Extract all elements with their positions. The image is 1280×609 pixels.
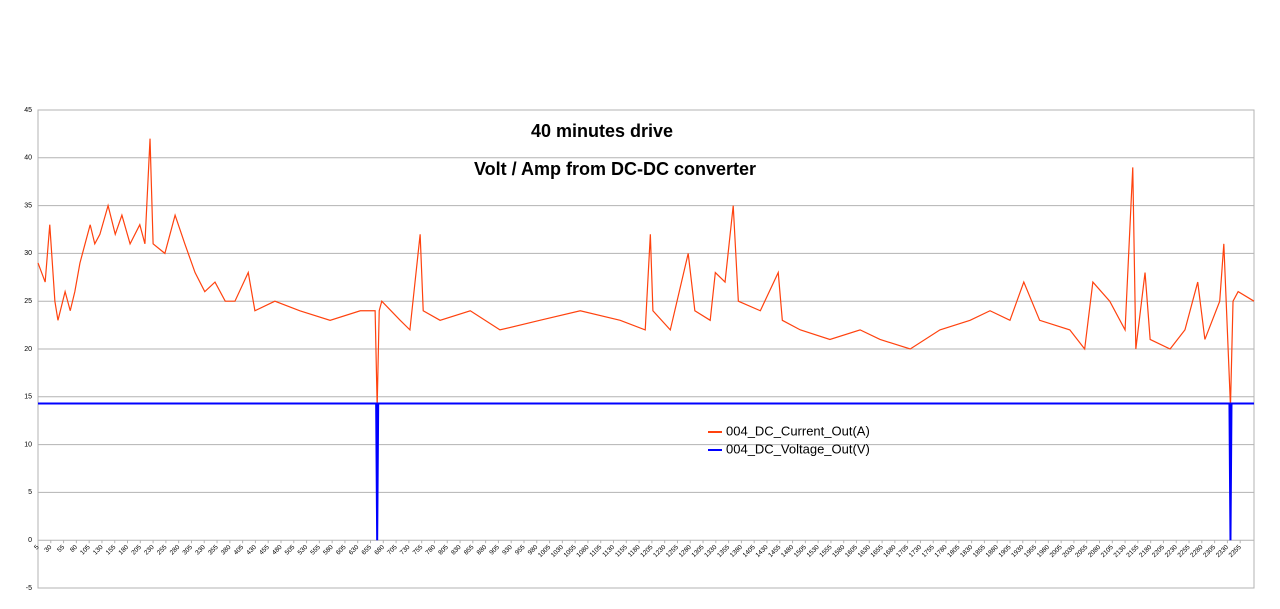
series-line (37, 138, 1255, 407)
x-tick-label: 5 (33, 544, 41, 552)
legend-label: 004_DC_Current_Out(A) (726, 423, 870, 438)
y-tick-label: 25 (24, 298, 32, 305)
y-tick-label: 45 (24, 107, 32, 114)
chart-title: 40 minutes drive (531, 121, 673, 141)
x-tick-label: 30 (43, 544, 53, 554)
x-tick-label: 55 (56, 544, 66, 554)
y-tick-label: 0 (28, 537, 32, 544)
y-tick-label: 30 (24, 250, 32, 257)
y-tick-label: 15 (24, 394, 32, 401)
y-tick-label: -5 (26, 585, 32, 592)
x-tick-label: 80 (69, 544, 79, 554)
y-tick-label: 35 (24, 202, 32, 209)
legend-label: 004_DC_Voltage_Out(V) (726, 441, 870, 456)
series-line (38, 402, 1254, 541)
y-tick-label: 20 (24, 346, 32, 353)
y-tick-label: 10 (24, 441, 32, 448)
y-tick-label: 5 (28, 489, 32, 496)
chart-subtitle: Volt / Amp from DC-DC converter (474, 159, 756, 179)
y-tick-label: 40 (24, 155, 32, 162)
